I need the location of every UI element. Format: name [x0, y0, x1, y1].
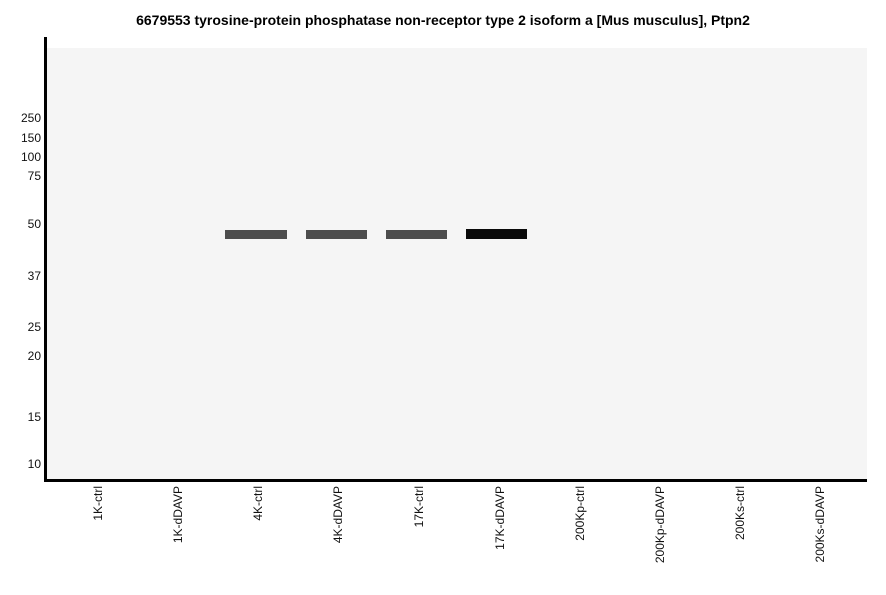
mw-marker-label: 100 [20, 150, 41, 164]
mw-marker-label: 37 [27, 269, 41, 283]
mw-marker-label: 75 [27, 169, 41, 183]
gel-band-17K-dDAVP [465, 229, 527, 239]
lane-label: 4K-ctrl [251, 486, 265, 521]
mw-marker-label: 25 [27, 320, 41, 334]
x-axis-line [44, 479, 867, 482]
mw-marker-label: 10 [27, 457, 41, 471]
mw-marker-label: 15 [27, 410, 41, 424]
gel-band-17K-ctrl [385, 229, 447, 239]
plot-area [47, 48, 867, 479]
mw-marker-label: 50 [27, 217, 41, 231]
lane-label: 200Ks-ctrl [733, 486, 747, 541]
lane-label: 200Kp-ctrl [573, 486, 587, 541]
mw-marker-label: 150 [20, 131, 41, 145]
gel-band-4K-ctrl [225, 229, 287, 239]
gel-band-4K-dDAVP [305, 229, 367, 239]
lane-label: 17K-ctrl [412, 486, 426, 528]
lane-label: 200Ks-dDAVP [813, 486, 827, 563]
lane-label: 17K-dDAVP [493, 486, 507, 550]
lane-label: 1K-ctrl [91, 486, 105, 521]
chart-title: 6679553 tyrosine-protein phosphatase non… [136, 12, 750, 28]
lane-label: 200Kp-dDAVP [653, 486, 667, 564]
lane-label: 4K-dDAVP [331, 486, 345, 544]
mw-marker-label: 20 [27, 349, 41, 363]
y-axis-line [44, 37, 47, 482]
mw-marker-label: 250 [20, 111, 41, 125]
lane-label: 1K-dDAVP [171, 486, 185, 544]
